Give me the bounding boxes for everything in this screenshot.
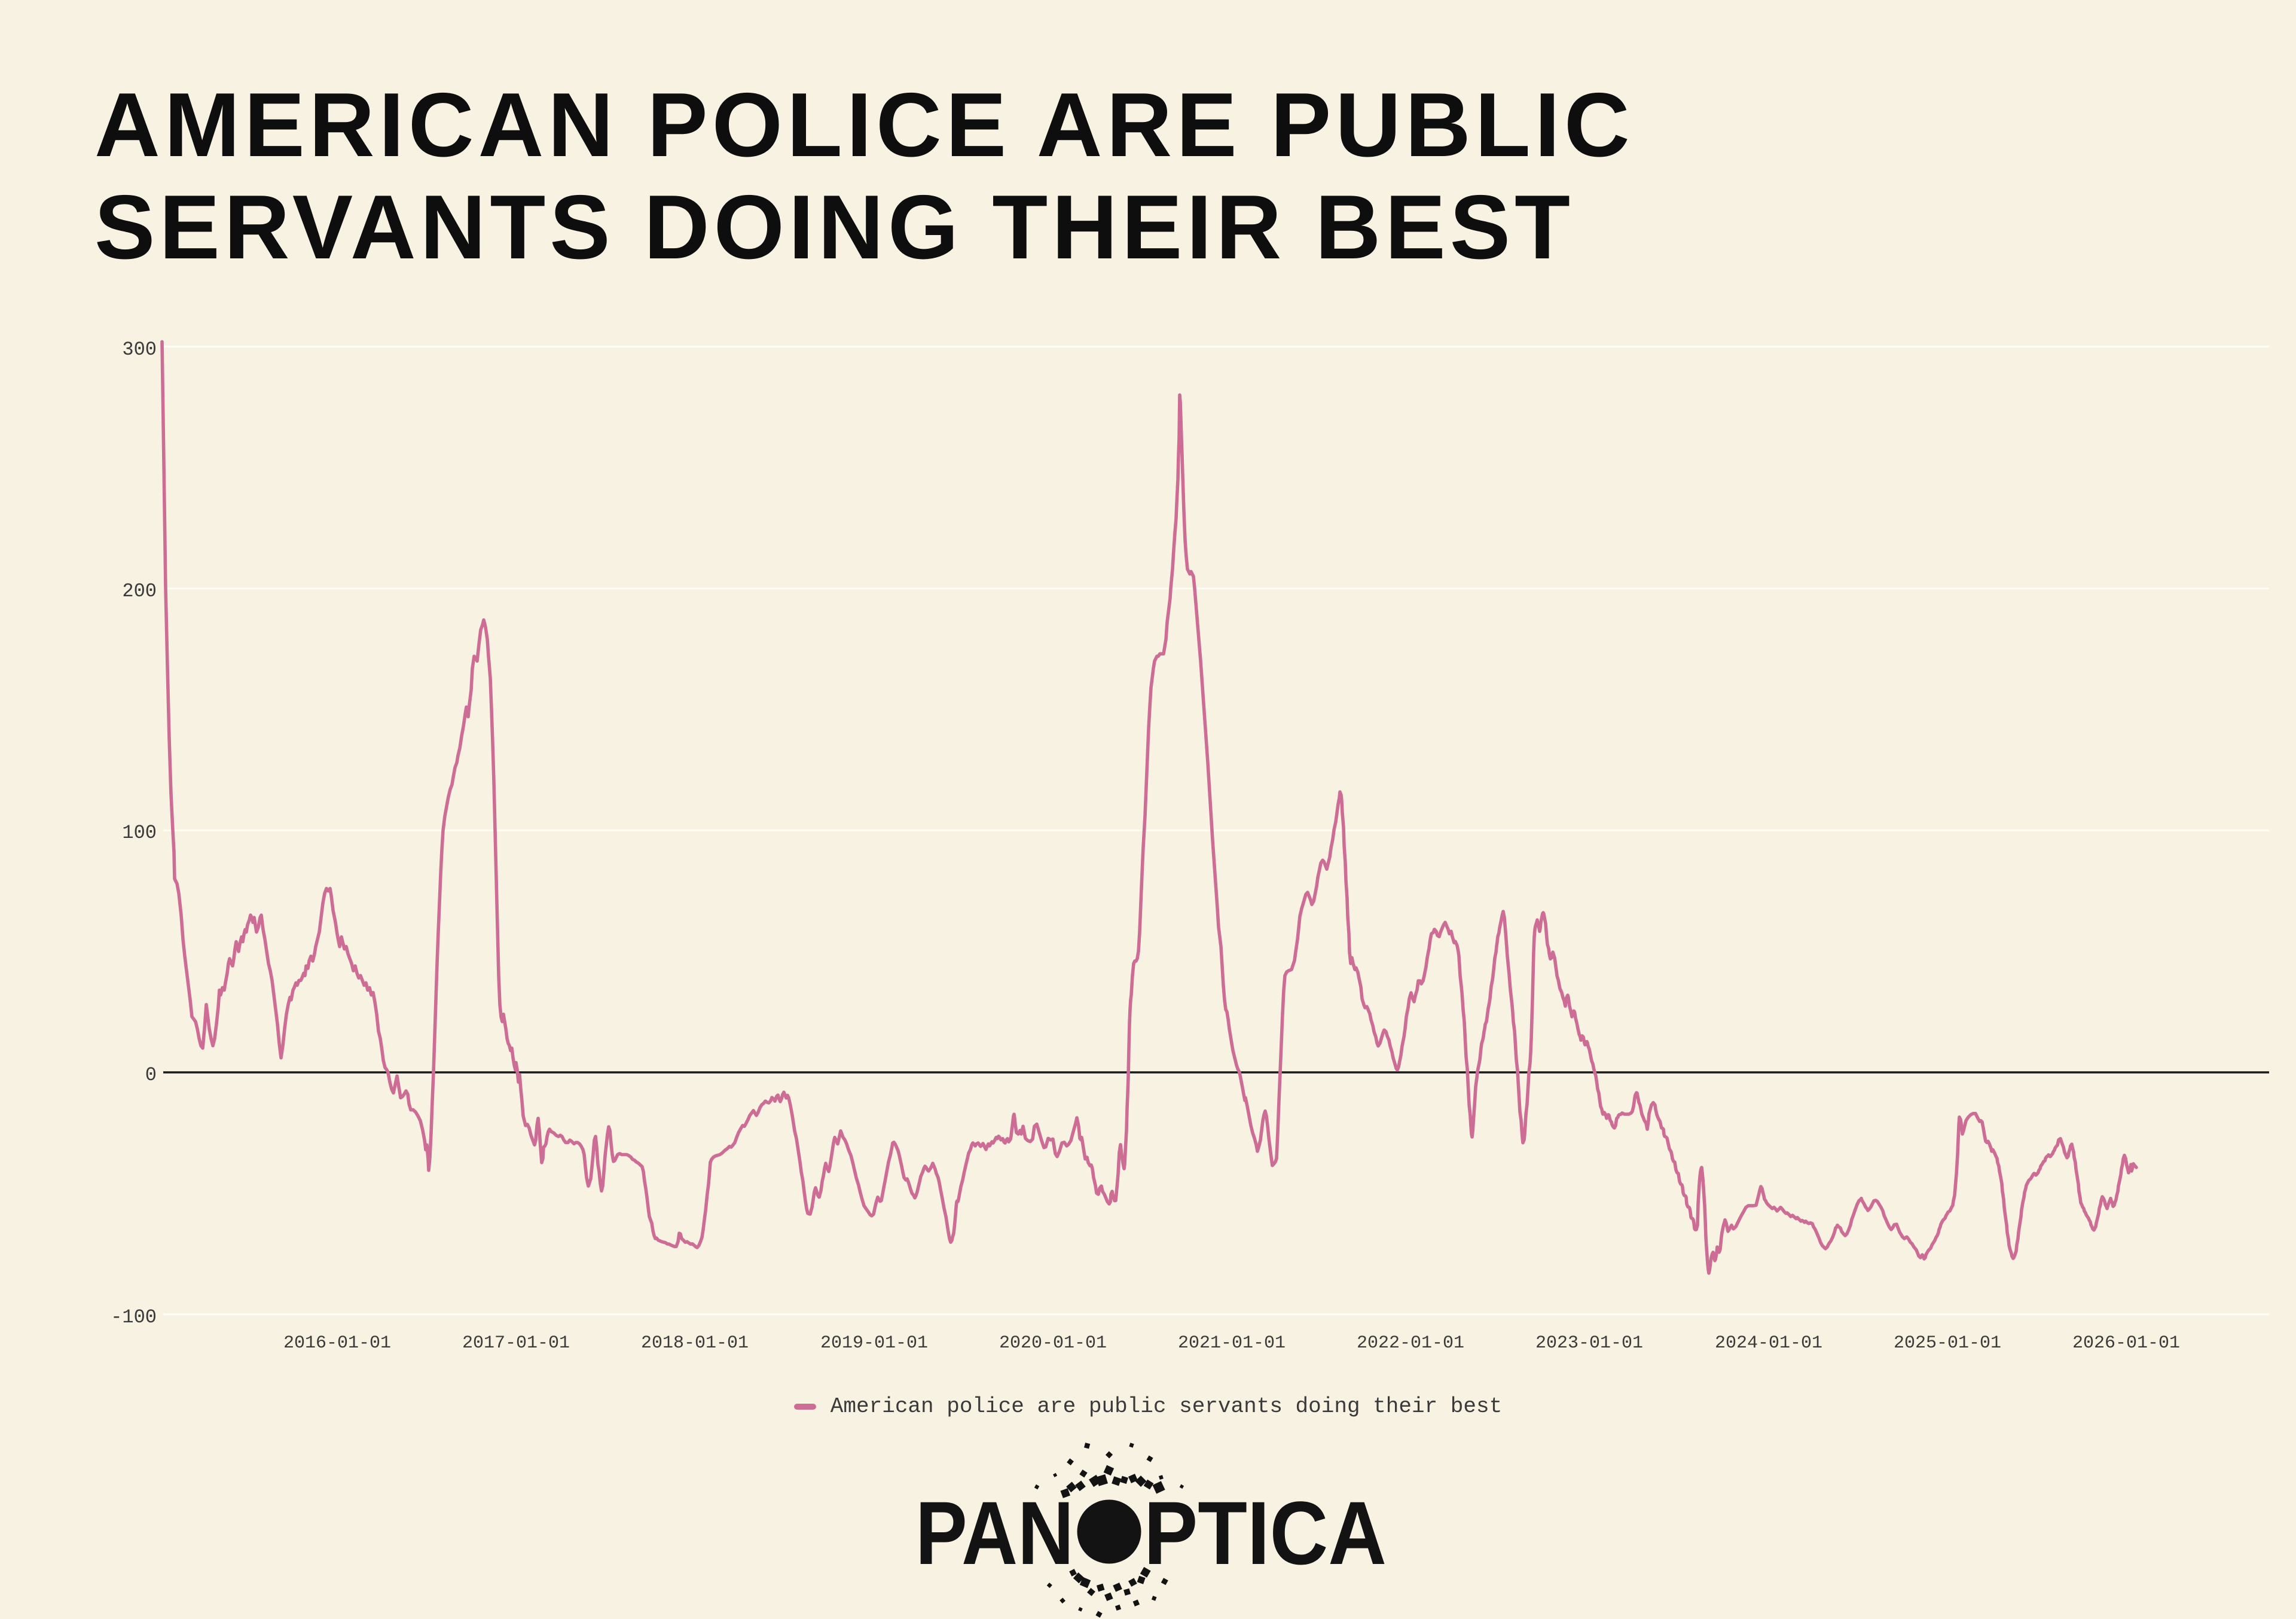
svg-text:PAN: PAN	[915, 1483, 1074, 1583]
svg-text:PTICA: PTICA	[1144, 1483, 1387, 1583]
